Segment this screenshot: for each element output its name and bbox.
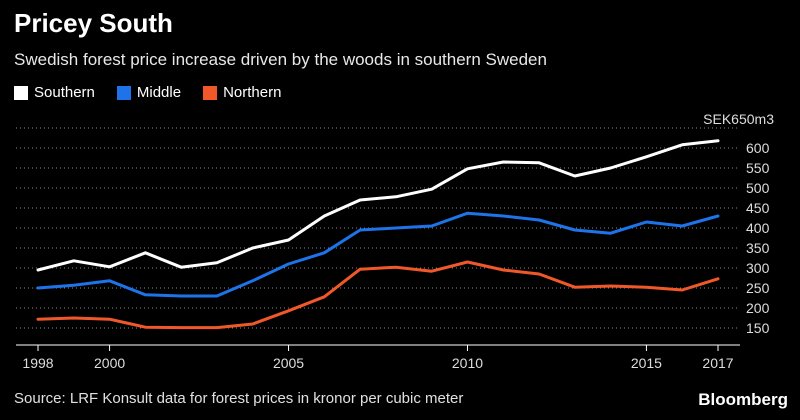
legend-item-northern: Northern: [203, 84, 281, 101]
x-tick-label-2000: 2000: [94, 355, 125, 371]
series-line-middle: [36, 211, 720, 298]
y-tick-label-250: 250: [746, 280, 770, 296]
chart-title: Pricey South: [14, 8, 173, 38]
y-tick-label-150: 150: [746, 320, 770, 336]
x-tick-label-2005: 2005: [273, 355, 304, 371]
legend: Southern Middle Northern: [14, 84, 281, 101]
series-line-southern: [36, 139, 720, 272]
source-note: Source: LRF Konsult data for forest pric…: [14, 390, 464, 407]
legend-item-southern: Southern: [14, 84, 95, 101]
y-tick-label-450: 450: [746, 200, 770, 216]
series-line-northern: [36, 260, 720, 330]
y-tick-label-300: 300: [746, 260, 770, 276]
y-tick-label-600: 600: [746, 140, 770, 156]
y-tick-label-400: 400: [746, 220, 770, 236]
y-unit-label: SEK650m3: [703, 111, 774, 127]
y-tick-label-550: 550: [746, 160, 770, 176]
x-tick-label-1998: 1998: [22, 355, 53, 371]
y-tick-label-350: 350: [746, 240, 770, 256]
legend-swatch-northern: [203, 85, 218, 100]
brand-logo: Bloomberg: [698, 390, 788, 409]
legend-label-southern: Southern: [34, 84, 95, 101]
legend-label-northern: Northern: [223, 84, 282, 101]
legend-label-middle: Middle: [136, 84, 182, 101]
chart-subtitle: Swedish forest price increase driven by …: [14, 50, 547, 69]
x-tick-label-2010: 2010: [452, 355, 483, 371]
legend-item-middle: Middle: [116, 84, 182, 101]
legend-swatch-middle: [116, 85, 131, 100]
y-tick-label-500: 500: [746, 180, 770, 196]
legend-swatch-southern: [14, 85, 28, 100]
y-tick-label-200: 200: [746, 300, 770, 316]
x-tick-label-2015: 2015: [631, 355, 662, 371]
x-tick-label-2017: 2017: [702, 355, 733, 371]
